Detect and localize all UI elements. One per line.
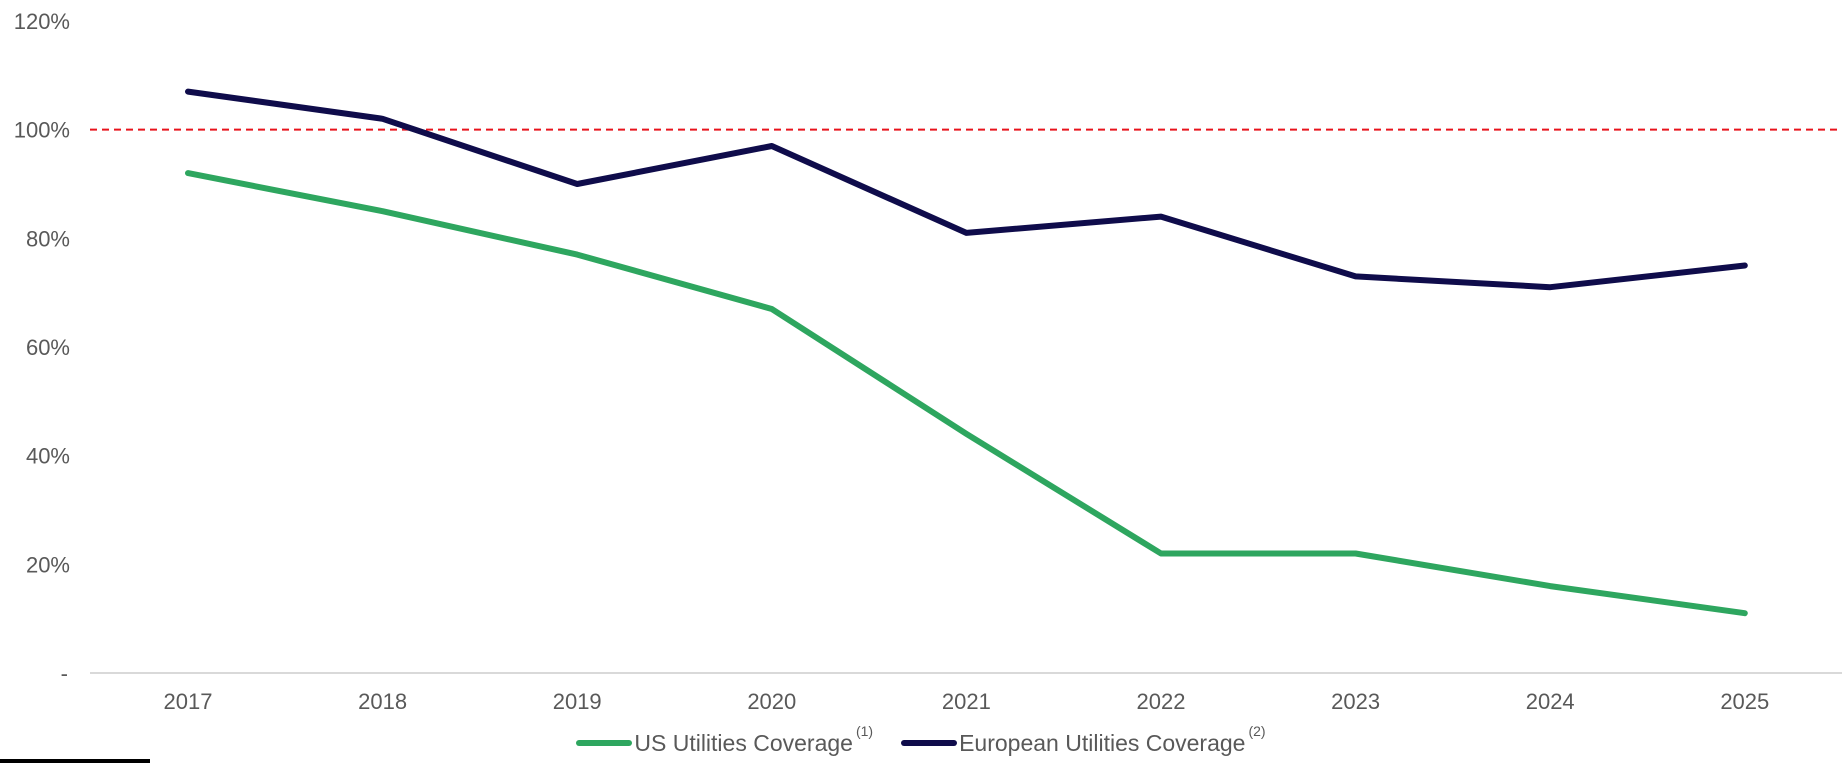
y-tick-label: 120% xyxy=(14,9,70,34)
legend-swatch-us xyxy=(576,740,633,746)
y-axis-ticks: - 20% 40% 60% 80% 100% 120% xyxy=(14,9,70,686)
x-tick-label: 2024 xyxy=(1526,689,1575,714)
legend-label-europe: European Utilities Coverage xyxy=(959,729,1246,756)
y-tick-label: 20% xyxy=(26,552,70,577)
y-tick-label: 80% xyxy=(26,226,70,251)
y-tick-label: 40% xyxy=(26,444,70,469)
x-tick-label: 2021 xyxy=(942,689,991,714)
x-tick-label: 2023 xyxy=(1331,689,1380,714)
legend-swatch-europe xyxy=(901,740,958,746)
line-chart: -20%40%60%80%100%120% 2017 2018 2019 2020 20… xyxy=(14,9,1842,714)
legend-item-us: US Utilities Coverage (1) xyxy=(576,723,873,757)
x-tick-label: 2025 xyxy=(1720,689,1769,714)
x-tick-label: 2018 xyxy=(358,689,407,714)
series-line-europe xyxy=(185,88,1748,291)
legend: US Utilities Coverage (1) European Utili… xyxy=(0,723,1842,758)
x-tick-label: 2019 xyxy=(553,689,602,714)
y-tick-label: 60% xyxy=(26,335,70,360)
x-tick-label: 2017 xyxy=(164,689,213,714)
legend-footnote-europe: (2) xyxy=(1248,723,1266,739)
legend-footnote-us: (1) xyxy=(855,723,874,739)
legend-item-europe: European Utilities Coverage (2) xyxy=(901,723,1266,757)
series-layer xyxy=(185,88,1748,617)
legend-label-us: US Utilities Coverage xyxy=(634,729,853,756)
y-tick-label: 100% xyxy=(14,118,70,143)
x-tick-label: 2020 xyxy=(747,689,796,714)
footer-rule xyxy=(0,759,150,763)
y-tick-label: - xyxy=(61,661,68,686)
series-line-us xyxy=(185,170,1748,617)
x-axis-ticks: 2017 2018 2019 2020 2021 2022 2023 2024 2025 xyxy=(164,689,1770,714)
x-tick-label: 2022 xyxy=(1137,689,1186,714)
